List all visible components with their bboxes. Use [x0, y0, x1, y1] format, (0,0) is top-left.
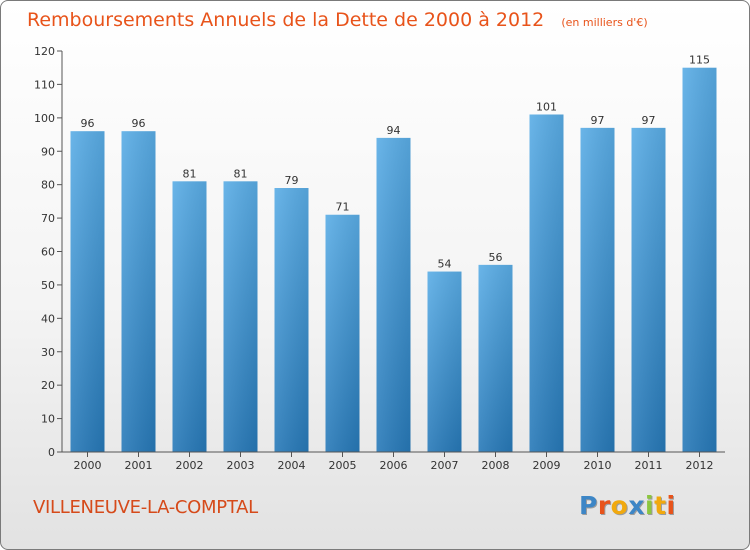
bar-shade-2001: [121, 131, 156, 452]
y-tick-label: 50: [41, 279, 55, 292]
bar-shade-2009: [529, 114, 564, 452]
x-tick-label: 2003: [227, 459, 255, 472]
proxiti-logo[interactable]: Proxiti: [579, 491, 676, 520]
bars: 96 96 81 81 79 71 94 54 56 101 97 97 115: [70, 54, 717, 452]
bar-shade-2003: [223, 181, 258, 452]
x-tick-label: 2000: [74, 459, 102, 472]
y-axis: 0 10 20 30 40 50 60 70 80 90 100 110 120: [34, 45, 63, 459]
y-tick-label: 40: [41, 312, 55, 325]
x-tick-label: 2007: [431, 459, 459, 472]
logo-letter: x: [628, 491, 645, 520]
x-tick-label: 2001: [125, 459, 153, 472]
bar-shade-2007: [427, 271, 462, 452]
x-tick-label: 2005: [329, 459, 357, 472]
bar-shade-2005: [325, 214, 360, 452]
bar-value-label: 81: [183, 167, 197, 180]
bar-value-label: 81: [234, 167, 248, 180]
bar-value-label: 96: [132, 117, 146, 130]
bar-value-label: 115: [689, 54, 710, 67]
y-tick-label: 100: [34, 112, 55, 125]
bar-shade-2002: [172, 181, 207, 452]
y-tick-label: 110: [34, 78, 55, 91]
bar-shade-2006: [376, 137, 411, 452]
logo-letter: P: [579, 491, 598, 520]
bar-value-label: 54: [438, 258, 452, 271]
bar-shade-2010: [580, 127, 615, 452]
bar-value-label: 97: [591, 114, 605, 127]
bar-value-label: 96: [81, 117, 95, 130]
logo-letter: t: [654, 491, 667, 520]
logo-letter: i: [666, 491, 676, 520]
bar-value-label: 101: [536, 100, 557, 113]
bar-shade-2012: [682, 67, 717, 452]
y-tick-label: 70: [41, 212, 55, 225]
y-tick-label: 0: [48, 446, 55, 459]
bar-shade-2000: [70, 131, 105, 452]
chart-subtitle: (en milliers d'€): [561, 16, 648, 29]
chart-title: Remboursements Annuels de la Dette de 20…: [27, 9, 545, 31]
x-tick-label: 2011: [635, 459, 663, 472]
bar-value-label: 56: [489, 251, 503, 264]
y-tick-label: 10: [41, 413, 55, 426]
x-axis: 2000 2001 2002 2003 2004 2005 2006 2007 2008 2009…: [62, 451, 725, 472]
x-tick-label: 2010: [584, 459, 612, 472]
y-tick-label: 20: [41, 379, 55, 392]
logo-letter: o: [610, 491, 629, 520]
bar-value-label: 79: [285, 174, 299, 187]
bar-shade-2008: [478, 264, 513, 452]
x-tick-label: 2008: [482, 459, 510, 472]
bar-value-label: 97: [642, 114, 656, 127]
x-tick-label: 2009: [533, 459, 561, 472]
x-tick-label: 2002: [176, 459, 204, 472]
bar-shade-2011: [631, 127, 666, 452]
x-tick-label: 2012: [686, 459, 714, 472]
x-tick-label: 2004: [278, 459, 306, 472]
title-line: Remboursements Annuels de la Dette de 20…: [27, 9, 648, 31]
y-tick-label: 90: [41, 145, 55, 158]
x-tick-label: 2006: [380, 459, 408, 472]
bar-shade-2004: [274, 188, 309, 452]
logo-letter: r: [597, 491, 611, 520]
bar-value-label: 71: [336, 201, 350, 214]
y-tick-label: 30: [41, 346, 55, 359]
y-tick-label: 60: [41, 246, 55, 259]
y-tick-label: 120: [34, 45, 55, 58]
bar-value-label: 94: [387, 124, 401, 137]
y-tick-label: 80: [41, 179, 55, 192]
logo-letter: i: [645, 491, 655, 520]
commune-name: VILLENEUVE-LA-COMPTAL: [33, 497, 258, 518]
